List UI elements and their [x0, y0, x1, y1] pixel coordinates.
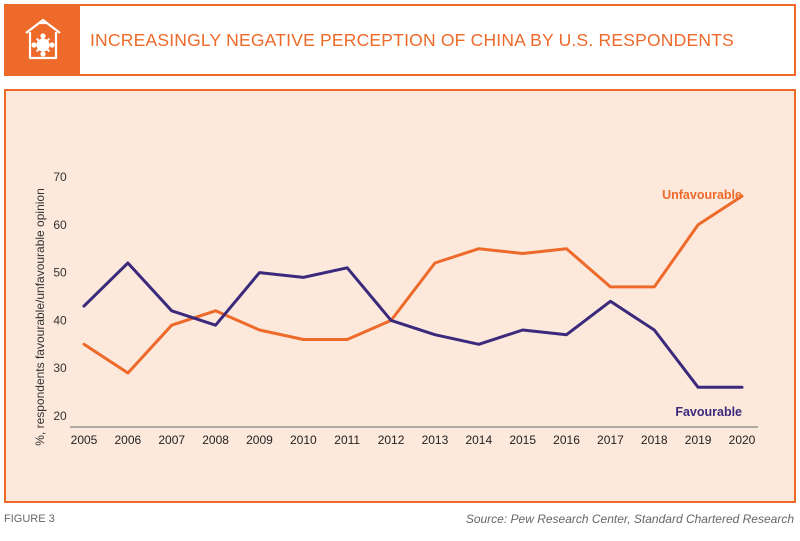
y-axis-label: %, respondents favourable/unfavourable o… [33, 188, 47, 446]
x-tick-label: 2012 [378, 433, 405, 447]
series-label-unfavourable: Unfavourable [662, 188, 742, 202]
y-tick-label: 50 [53, 266, 67, 280]
x-tick-label: 2016 [553, 433, 580, 447]
x-tick-label: 2006 [115, 433, 142, 447]
x-tick-label: 2010 [290, 433, 317, 447]
x-tick-label: 2009 [246, 433, 273, 447]
y-tick-label: 60 [53, 218, 67, 232]
source-note: Source: Pew Research Center, Standard Ch… [465, 512, 794, 526]
x-tick-label: 2014 [465, 433, 492, 447]
chart-panel: 20 30 40 50 60 70 2005 2006 2007 2008 2009 2010 2011… [4, 89, 796, 503]
x-tick-label: 2019 [685, 433, 712, 447]
series-line-favourable [82, 261, 744, 389]
y-tick-label: 40 [53, 313, 67, 327]
x-tick-label: 2007 [158, 433, 185, 447]
series-label-favourable: Favourable [675, 405, 742, 419]
x-tick-label: 2008 [202, 433, 229, 447]
chart-title: INCREASINGLY NEGATIVE PERCEPTION OF CHIN… [90, 30, 734, 50]
x-tick-label: 2013 [422, 433, 449, 447]
y-tick-label: 70 [53, 170, 67, 184]
figure-label: FIGURE 3 [4, 513, 55, 525]
chart-header: INCREASINGLY NEGATIVE PERCEPTION OF CHIN… [4, 4, 796, 76]
x-tick-label: 2020 [729, 433, 756, 447]
series-line-unfavourable [82, 194, 744, 375]
virus-box-icon [6, 6, 80, 74]
line-chart: 20 30 40 50 60 70 2005 2006 2007 2008 2009 2010 2011… [33, 170, 758, 447]
x-tick-label: 2011 [334, 433, 360, 447]
x-tick-label: 2018 [641, 433, 668, 447]
x-tick-label: 2005 [71, 433, 98, 447]
y-tick-label: 20 [53, 409, 67, 423]
x-tick-label: 2017 [597, 433, 624, 447]
x-tick-label: 2015 [509, 433, 536, 447]
y-tick-label: 30 [53, 361, 67, 375]
